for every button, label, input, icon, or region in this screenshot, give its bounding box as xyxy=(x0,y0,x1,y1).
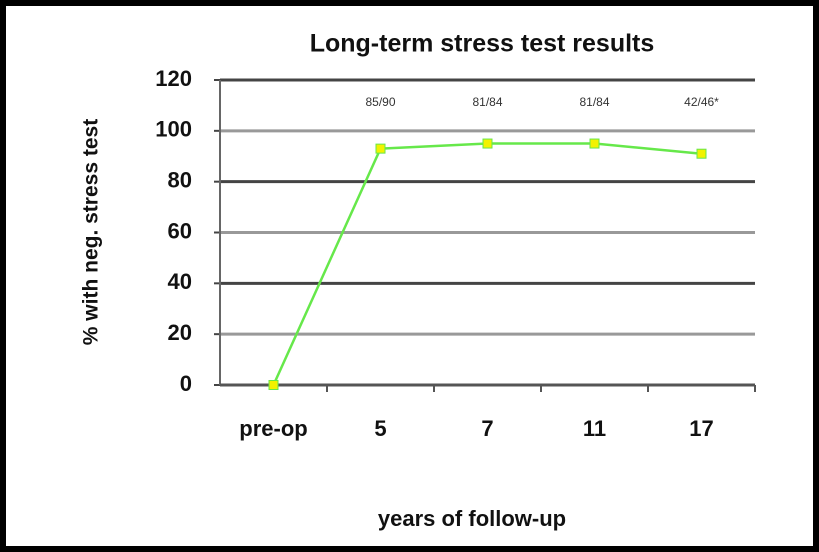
annotation: 81/84 xyxy=(472,95,502,109)
point-marker xyxy=(696,148,707,159)
y-axis-label: % with neg. stress test xyxy=(80,119,103,345)
chart-background xyxy=(6,6,813,546)
y-tick-label: 120 xyxy=(155,66,192,91)
chart-title: Long-term stress test results xyxy=(310,30,655,58)
x-tick-label: 11 xyxy=(583,416,606,441)
annotation: 81/84 xyxy=(579,95,609,109)
x-tick-label: pre-op xyxy=(239,416,307,441)
y-tick-label: 100 xyxy=(155,117,192,142)
y-tick-label: 20 xyxy=(168,320,192,345)
x-tick-label: 7 xyxy=(481,416,493,441)
point-marker xyxy=(482,138,493,149)
y-tick-label: 60 xyxy=(168,218,192,243)
y-tick-label: 0 xyxy=(180,371,192,396)
point-marker xyxy=(375,143,386,154)
point-marker xyxy=(589,138,600,149)
x-tick-label: 17 xyxy=(689,416,713,441)
point-marker xyxy=(268,380,279,390)
annotation: 42/46* xyxy=(684,95,719,109)
annotation: 85/90 xyxy=(365,95,395,109)
y-tick-label: 40 xyxy=(168,269,192,294)
y-tick-label: 80 xyxy=(168,167,192,192)
x-tick-label: 5 xyxy=(374,416,386,441)
x-axis-label: years of follow-up xyxy=(378,506,566,531)
